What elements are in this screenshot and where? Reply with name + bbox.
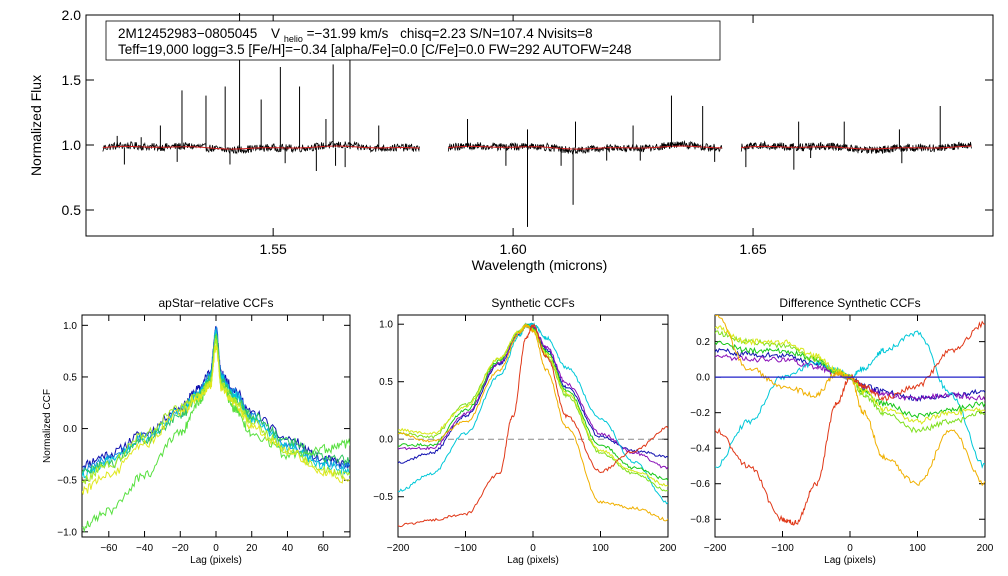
synthetic-ccf-xlabel: Lag (pixels) xyxy=(507,555,559,566)
annotation-line-2: Teff=19,000 logg=3.5 [Fe/H]=−0.34 [alpha… xyxy=(118,42,632,57)
difference-ccf-xtick-label: −100 xyxy=(771,543,794,554)
difference-ccf-ytick-label: −0.6 xyxy=(690,479,710,490)
spectrum-axes-frame xyxy=(85,14,994,237)
synthetic-ccf-series-line-3 xyxy=(398,322,668,505)
difference-ccf-plot-area xyxy=(715,315,985,526)
synthetic-ccf-series-line-2 xyxy=(398,323,668,470)
apstar-ccf-ytick-label: 1.0 xyxy=(63,321,77,332)
difference-ccf-series-line-8 xyxy=(715,320,985,526)
synthetic-ccf-xtick-label: 200 xyxy=(660,543,677,554)
difference-ccf-xtick-label: 200 xyxy=(977,543,994,554)
synthetic-ccf-title: Synthetic CCFs xyxy=(491,296,574,310)
synthetic-ccf-xtick-label: 0 xyxy=(530,543,536,554)
annotation-vhelio-subscript: helio xyxy=(284,34,303,44)
annotation-box-frame xyxy=(105,20,721,61)
spectrum-model-chip-3 xyxy=(741,145,972,150)
spectrum-annotation-box: 2M12452983−0805045 V helio =−31.99 km/s … xyxy=(105,20,721,61)
difference-ccf-series-line-5 xyxy=(715,330,985,434)
apstar-ccf-ylabel: Normalized CCF xyxy=(42,389,53,463)
spectrum-panel: 1.55 1.60 1.65 0.5 1.0 1.5 2.0 Wavelength (micr… xyxy=(28,7,994,273)
spectrum-ytick-label: 1.5 xyxy=(62,72,82,88)
difference-ccf-xtick-label: 100 xyxy=(909,543,926,554)
apstar-ccf-xtick-label: 40 xyxy=(282,543,294,554)
apstar-ccf-panel: −60 −40 −20 0 20 40 60 −1.0 −0.5 0.0 0.5 1.0 apStar−… xyxy=(42,296,351,566)
synthetic-ccf-ytick-label: 0.5 xyxy=(379,377,393,388)
synthetic-ccf-xtick-label: 100 xyxy=(592,543,609,554)
synthetic-ccf-xtick-label: −200 xyxy=(387,543,410,554)
apstar-ccf-xlabel: Lag (pixels) xyxy=(190,555,242,566)
difference-ccf-series-line-6 xyxy=(715,325,985,425)
apstar-ccf-xtick-label: −20 xyxy=(172,543,189,554)
difference-ccf-ytick-label: −0.4 xyxy=(690,444,710,455)
apstar-ccf-series-line-5 xyxy=(82,333,350,533)
synthetic-ccf-axes-frame xyxy=(397,314,669,538)
synthetic-ccf-panel: −200 −100 0 100 200 −0.5 0.0 0.5 1.0 Synthetic CC… xyxy=(373,296,677,566)
synthetic-ccf-ytick-label: 0.0 xyxy=(379,435,393,446)
difference-ccf-ytick-label: −0.8 xyxy=(690,515,710,526)
difference-ccf-panel: −200 −100 0 100 200 −0.8 −0.6 −0.4 −0.2 0.0 0.2 Dif… xyxy=(690,296,994,566)
spectrum-xtick-label: 1.60 xyxy=(499,241,526,257)
apstar-ccf-series-line-6 xyxy=(82,338,350,485)
spectrum-model-chip-2 xyxy=(448,145,722,150)
synthetic-ccf-ytick-label: 1.0 xyxy=(379,320,393,331)
spectrum-plot-area xyxy=(102,13,972,227)
apstar-ccf-plot-area xyxy=(82,325,350,533)
apstar-ccf-ytick-label: −1.0 xyxy=(57,527,77,538)
difference-ccf-ytick-label: 0.2 xyxy=(696,337,710,348)
spectrum-ytick-label: 1.0 xyxy=(62,137,82,153)
apstar-ccf-ytick-label: 0.5 xyxy=(63,372,77,383)
difference-ccf-ytick-label: 0.0 xyxy=(696,373,710,384)
spectrum-flux-chip-2 xyxy=(447,139,723,155)
synthetic-ccf-series-line-7 xyxy=(398,324,668,522)
apstar-ccf-series-line-7 xyxy=(82,344,350,495)
annotation-line-1: 2M12452983−0805045 V helio =−31.99 km/s … xyxy=(118,26,593,45)
spectrum-model-chip-1 xyxy=(102,145,420,150)
synthetic-ccf-plot-area xyxy=(398,322,668,528)
spectrum-xlabel: Wavelength (microns) xyxy=(472,257,608,273)
difference-ccf-xlabel: Lag (pixels) xyxy=(824,555,876,566)
apstar-ccf-ytick-label: 0.0 xyxy=(63,424,77,435)
apstar-ccf-xtick-label: 20 xyxy=(246,543,258,554)
synthetic-ccf-series-line-6 xyxy=(398,324,668,487)
apstar-ccf-xtick-label: 0 xyxy=(213,543,219,554)
annotation-vhelio-value: =−31.99 km/s xyxy=(307,26,389,41)
synthetic-ccf-series-line-8 xyxy=(398,323,668,528)
difference-ccf-ytick-label: −0.2 xyxy=(690,408,710,419)
difference-ccf-xtick-label: −200 xyxy=(704,543,727,554)
spectrum-ytick-label: 2.0 xyxy=(62,7,82,23)
apstar-ccf-xtick-label: 60 xyxy=(318,543,330,554)
annotation-fit-stats: chisq=2.23 S/N=107.4 Nvisits=8 xyxy=(400,26,593,41)
synthetic-ccf-xtick-label: −100 xyxy=(454,543,477,554)
spectrum-xtick-label: 1.55 xyxy=(260,241,287,257)
spectrum-xtick-label: 1.65 xyxy=(739,241,766,257)
apstar-ccf-ytick-label: −0.5 xyxy=(57,476,77,487)
apstar-ccf-xtick-label: −40 xyxy=(136,543,153,554)
difference-ccf-title: Difference Synthetic CCFs xyxy=(779,296,920,310)
difference-ccf-xtick-label: 0 xyxy=(847,543,853,554)
annotation-vhelio-symbol: V xyxy=(271,26,280,41)
spectrum-ytick-label: 0.5 xyxy=(62,202,82,218)
spectrum-ylabel: Normalized Flux xyxy=(28,75,44,176)
difference-ccf-axes-frame xyxy=(714,314,986,538)
synthetic-ccf-ytick-label: −0.5 xyxy=(373,492,393,503)
annotation-object-id: 2M12452983−0805045 xyxy=(118,26,257,41)
apstar-ccf-xtick-label: −60 xyxy=(100,543,117,554)
apstar-ccf-title: apStar−relative CCFs xyxy=(158,296,273,310)
difference-ccf-series-line-4 xyxy=(715,340,985,419)
